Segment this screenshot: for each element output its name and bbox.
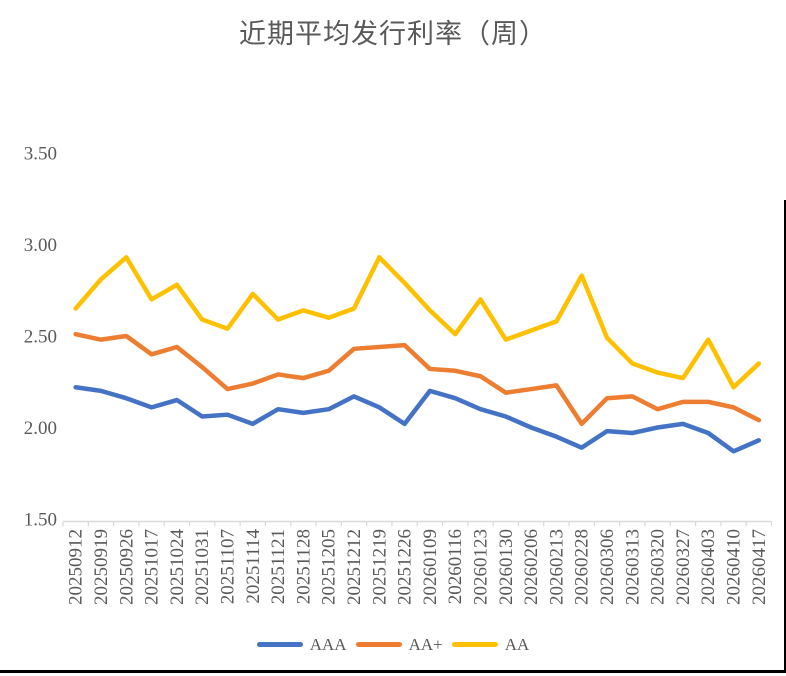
x-axis-label: 20260327 [673,529,694,605]
x-axis-label: 20260313 [622,529,643,605]
series-line-AAA [73,384,762,454]
x-axis-label: 20260213 [546,529,567,605]
legend-label-aa-plus: AA+ [408,635,443,654]
legend-item-aa: AA [451,635,530,654]
x-axis-label: 20251121 [268,529,289,604]
x-axis-label: 20251128 [293,529,314,604]
x-axis-label: 20260320 [648,529,669,605]
x-axis-label: 20251031 [192,529,213,605]
cell-right-border [784,200,786,672]
series-line-AA+ [73,331,762,427]
legend-swatch-aa [451,642,498,647]
legend: AAA AA+ AA [0,636,786,653]
x-axis-label: 20251114 [243,529,264,604]
cell-bottom-border [0,670,786,673]
x-axis-label: 20260130 [496,529,517,605]
x-axis-label: 20251024 [167,529,188,606]
x-axis-label: 20251219 [369,529,390,605]
x-axis-label: 20250919 [91,529,112,605]
y-axis-label: 2.50 [24,327,57,348]
x-axis-label: 20260410 [724,529,745,605]
legend-swatch-aa-plus [355,642,402,647]
y-axis-label: 3.00 [24,235,57,256]
y-axis-label: 3.50 [24,144,57,165]
legend-label-aaa: AAA [309,635,347,654]
x-axis-label: 20250926 [116,529,137,605]
legend-item-aaa: AAA [256,635,347,654]
x-axis-label: 20260109 [420,529,441,605]
x-axis-label: 20260306 [597,529,618,605]
x-axis-label: 20250912 [66,529,87,605]
x-axis-label: 20260417 [749,529,770,605]
x-axis-label: 20251226 [395,529,416,605]
y-axis-label: 2.00 [24,418,57,439]
x-axis-label: 20251017 [142,529,163,605]
x-axis-label: 20251107 [217,529,238,604]
series-line-AA [73,255,762,390]
legend-item-aa-plus: AA+ [355,635,443,654]
x-axis-label: 20260403 [698,529,719,605]
chart-title: 近期平均发行利率（周） [239,19,547,49]
x-axis-label: 20260228 [572,529,593,605]
legend-swatch-aaa [256,642,303,647]
x-axis-label: 20260206 [521,529,542,605]
x-axis-label: 20260116 [445,529,466,604]
y-axis-label: 1.50 [24,510,57,531]
x-axis-label: 20251205 [319,529,340,605]
x-axis-label: 20260123 [471,529,492,605]
x-axis-label: 20251212 [344,529,365,605]
legend-label-aa: AA [504,635,530,654]
